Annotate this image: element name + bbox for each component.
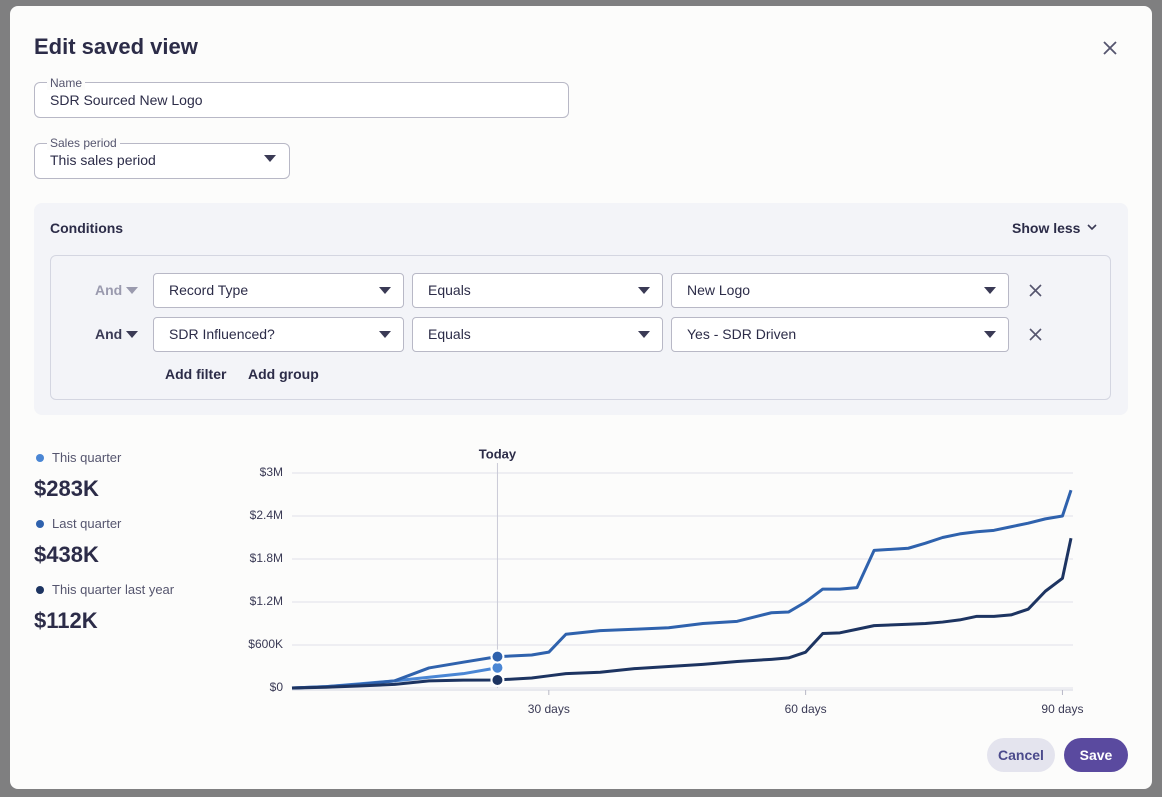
filter-value[interactable]: Yes - SDR Driven: [671, 317, 1009, 352]
add-group[interactable]: Add group: [248, 366, 319, 382]
remove-filter[interactable]: [1029, 328, 1042, 341]
caret: [379, 287, 391, 294]
filter-value[interactable]: New Logo: [671, 273, 1009, 308]
save-button[interactable]: Save: [1064, 738, 1128, 772]
conjunction[interactable]: And: [95, 326, 123, 342]
legend-total: $112K: [34, 608, 98, 633]
modal-title: Edit saved view: [34, 34, 198, 59]
x-tick-label: 30 days: [528, 702, 570, 716]
legend-dot: [36, 520, 44, 528]
legend-dot: [36, 454, 44, 462]
period-value: This sales period: [50, 152, 156, 168]
name-label: Name: [47, 76, 86, 90]
conditions-title: Conditions: [50, 220, 124, 236]
legend-dot: [36, 586, 44, 594]
legend-name: This quarter last year: [52, 582, 175, 597]
period-label: Sales period: [47, 136, 120, 150]
caret: [984, 331, 996, 338]
y-tick-label: $2.4M: [250, 508, 283, 522]
name-input[interactable]: [34, 82, 569, 118]
caret: [638, 331, 650, 338]
x-tick-label: 60 days: [785, 702, 827, 716]
y-tick-label: $1.8M: [250, 551, 283, 565]
cancel-button[interactable]: Cancel: [987, 738, 1055, 772]
caret: [379, 331, 391, 338]
caret: [638, 287, 650, 294]
caret: [984, 287, 996, 294]
today-point: [490, 649, 505, 664]
filter-field[interactable]: SDR Influenced?: [153, 317, 404, 352]
caret: [126, 287, 138, 294]
y-tick-label: $3M: [260, 465, 283, 479]
legend-total: $283K: [34, 476, 99, 501]
name-value: SDR Sourced New Logo: [50, 92, 203, 108]
caret: [126, 331, 138, 338]
legend-name: This quarter: [52, 450, 122, 465]
chevron: [1087, 224, 1097, 231]
y-tick-label: $1.2M: [250, 594, 283, 608]
filter-box: [50, 255, 1111, 400]
y-tick-label: $600K: [248, 637, 283, 651]
today-point: [490, 672, 505, 687]
legend-name: Last quarter: [52, 516, 122, 531]
x-tick-label: 90 days: [1041, 702, 1083, 716]
caret: [264, 155, 276, 162]
filter-field[interactable]: Record Type: [153, 273, 404, 308]
today-label: Today: [479, 446, 517, 461]
legend-total: $438K: [34, 542, 99, 567]
y-tick-label: $0: [270, 680, 284, 694]
series-line: [291, 537, 1073, 690]
filter-operator[interactable]: Equals: [412, 273, 663, 308]
add-filter[interactable]: Add filter: [165, 366, 227, 382]
conditions-panel: [34, 203, 1128, 415]
series-line: [291, 489, 1073, 690]
filter-operator[interactable]: Equals: [412, 317, 663, 352]
close-button[interactable]: [1102, 40, 1118, 56]
remove-filter[interactable]: [1029, 284, 1042, 297]
show-less[interactable]: Show less: [1012, 220, 1081, 236]
conjunction[interactable]: And: [95, 282, 123, 298]
